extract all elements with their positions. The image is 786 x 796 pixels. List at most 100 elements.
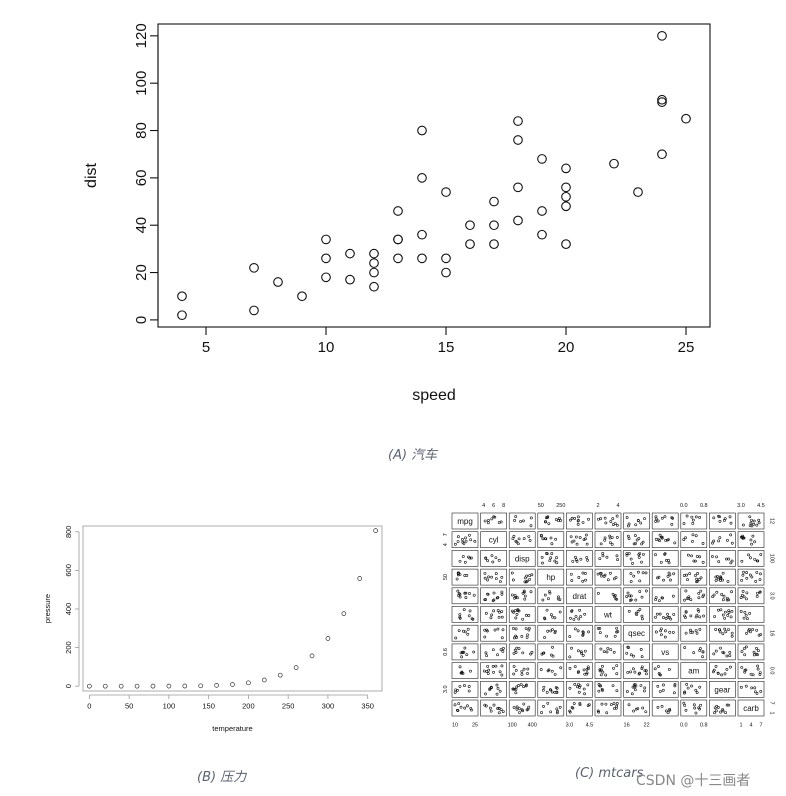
pairs-point (599, 517, 603, 521)
pairs-point (641, 571, 645, 575)
pairs-panel (594, 587, 622, 605)
pairs-point (515, 540, 519, 544)
pairs-point (550, 552, 554, 555)
pairs-panel (566, 568, 593, 586)
pairs-point (697, 578, 701, 581)
pairs-panel (651, 606, 679, 623)
pairs-point (682, 574, 686, 577)
pairs-point (573, 627, 577, 631)
pairs-bottom-tick-label: 100 (508, 723, 517, 729)
pairs-point (613, 634, 617, 638)
pairs-point (654, 630, 658, 634)
pairs-point (523, 594, 527, 598)
pairs-point (458, 613, 462, 617)
pairs-top-tick-label: 0.0 (680, 503, 688, 509)
pairs-panel (737, 699, 765, 717)
pairs-point (625, 651, 629, 655)
pairs-panel (680, 531, 708, 549)
pairs-point (686, 578, 689, 582)
pairs-top-tick-label: 8 (502, 503, 505, 509)
pairs-panel (451, 624, 479, 642)
pairs-point (583, 572, 587, 575)
data-point (249, 305, 259, 316)
pairs-point (723, 518, 726, 522)
pairs-point (556, 709, 559, 713)
pairs-point (723, 627, 727, 631)
pairs-panel (594, 681, 622, 698)
pairs-point (585, 533, 588, 537)
pairs-point (683, 703, 687, 707)
y-tick-label: 120 (133, 23, 150, 48)
pairs-point (721, 708, 724, 711)
pairs-point (553, 631, 557, 635)
pairs-panel (651, 662, 679, 679)
pairs-point (717, 539, 720, 543)
pairs-point (511, 687, 515, 691)
pairs-point (755, 646, 758, 650)
caption-mtcars: (C) mtcars (575, 766, 644, 781)
pairs-point (750, 575, 754, 579)
pairs-point (638, 590, 642, 593)
pairs-point (499, 580, 502, 584)
pairs-point (587, 517, 590, 521)
pairs-point (530, 573, 534, 577)
pairs-point (729, 561, 733, 565)
pairs-point (468, 592, 471, 595)
pairs-point (544, 520, 547, 524)
data-point (417, 229, 427, 240)
data-point (417, 253, 427, 264)
pairs-panel (566, 606, 593, 623)
data-point (182, 683, 188, 689)
pairs-point (513, 648, 517, 652)
pairs-point (668, 630, 672, 634)
pairs-point (488, 706, 492, 710)
pairs-point (739, 685, 743, 689)
pairs-point (682, 538, 686, 541)
pairs-point (739, 610, 743, 613)
pairs-panel (537, 606, 565, 623)
pairs-point (541, 651, 545, 655)
pairs-point (577, 518, 580, 522)
pairs-point (484, 704, 488, 708)
pairs-panel (623, 606, 650, 623)
data-point (489, 196, 499, 207)
pairs-point (694, 534, 698, 538)
pairs-right-tick-label: 1 (769, 711, 775, 714)
data-point (513, 182, 523, 193)
pairs-point (512, 651, 516, 655)
pairs-point (612, 702, 616, 705)
pairs-point (654, 596, 658, 599)
pairs-top-tick-label: 4 (616, 503, 619, 509)
pairs-point (611, 684, 615, 687)
pairs-point (744, 684, 748, 688)
pairs-point (603, 536, 607, 540)
data-point (230, 682, 235, 687)
pairs-point (755, 570, 759, 574)
pairs-point (499, 708, 503, 711)
pairs-point (628, 594, 632, 598)
pairs-point (757, 521, 761, 525)
data-point (513, 116, 523, 126)
pairs-point (656, 576, 659, 580)
pairs-top-tick-label: 0.8 (700, 503, 708, 509)
pairs-point (640, 655, 644, 659)
pairs-point (639, 648, 643, 651)
pairs-point (615, 630, 618, 634)
pairs-point (529, 590, 533, 594)
pairs-point (570, 540, 574, 544)
pairs-point (716, 706, 720, 709)
data-point (465, 220, 475, 231)
pairs-panel (680, 681, 708, 698)
pairs-panel (623, 643, 650, 661)
pairs-point (728, 654, 732, 658)
pairs-point (643, 686, 647, 690)
pairs-point (598, 557, 602, 560)
pairs-point (662, 578, 665, 582)
pairs-point (517, 684, 520, 687)
pairs-point (699, 703, 702, 707)
pairs-bottom-tick-label: 7 (759, 723, 762, 729)
pairs-point (606, 646, 610, 650)
data-point (198, 683, 204, 689)
pairs-point (524, 627, 528, 630)
pairs-panel (623, 568, 650, 586)
